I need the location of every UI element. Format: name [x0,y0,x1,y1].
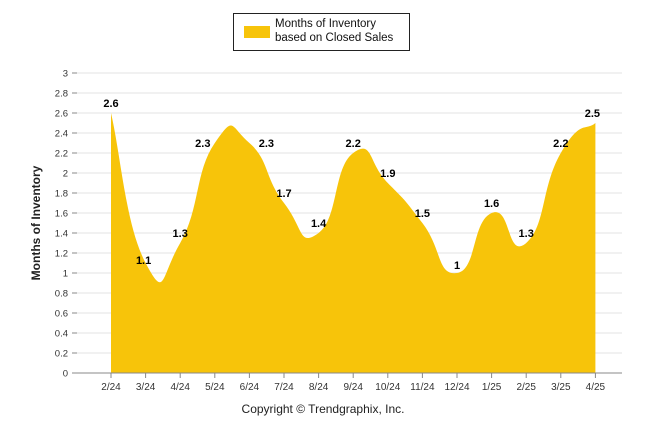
legend: Months of Inventory based on Closed Sale… [233,13,410,51]
data-labels: 2.6 1.1 1.3 2.3 2.3 1.7 1.4 2.2 1.9 1.5 1 1.6 1.3 2.2… [103,98,600,272]
data-label: 1.5 [415,208,430,220]
data-label: 1.6 [484,198,499,210]
data-label: 2.2 [553,138,568,150]
axes: 0 0.2 0.4 0.6 0.8 1 1.2 1.4 1.6 1.8 2 2.2 2.4 2.6 2.8 3… [55,69,622,393]
area-series [111,113,596,373]
x-tick-label: 4/24 [170,382,190,393]
copyright-text: Copyright © Trendgraphix, Inc. [241,402,405,416]
x-tick-label: 2/25 [516,382,536,393]
x-tick-label: 6/24 [240,382,260,393]
x-tick-label: 3/24 [136,382,156,393]
y-tick-label: 0.8 [55,289,68,300]
data-label: 2.3 [195,138,210,150]
y-tick-label: 2.6 [55,109,68,120]
y-tick-label: 1 [63,269,68,280]
y-tick-label: 0.2 [55,349,68,360]
data-label: 1.3 [519,228,534,240]
y-tick-label: 0.6 [55,309,68,320]
y-tick-label: 0.4 [55,329,68,340]
y-tick-label: 1.2 [55,249,68,260]
x-tick-label: 10/24 [375,382,400,393]
y-tick-label: 0 [63,369,68,380]
x-tick-label: 5/24 [205,382,225,393]
data-label: 2.6 [103,98,118,110]
y-tick-label: 3 [63,69,68,80]
data-label: 1 [454,260,460,272]
y-tick-label: 2.4 [55,129,68,140]
x-tick-label: 2/24 [101,382,121,393]
data-label: 2.5 [585,108,600,120]
data-label: 1.1 [136,255,151,267]
x-tick-label: 12/24 [444,382,469,393]
series-area [111,113,596,373]
y-tick-label: 2.8 [55,89,68,100]
x-tick-label: 8/24 [309,382,329,393]
data-label: 1.4 [311,218,327,230]
y-tick-label: 2.2 [55,149,68,160]
y-axis-label: Months of Inventory [29,165,43,280]
y-tick-label: 2 [63,169,68,180]
x-tick-label: 3/25 [551,382,571,393]
x-tick-label: 7/24 [274,382,294,393]
data-label: 1.7 [276,188,291,200]
y-tick-label: 1.4 [55,229,68,240]
y-tick-label: 1.8 [55,189,68,200]
data-label: 1.3 [173,228,188,240]
x-tick-label: 9/24 [343,382,363,393]
y-tick-label: 1.6 [55,209,68,220]
x-tick-label: 11/24 [410,382,435,393]
x-tick-label: 4/25 [586,382,606,393]
x-tick-label: 1/25 [482,382,502,393]
data-label: 2.3 [259,138,274,150]
legend-label: Months of Inventory based on Closed Sale… [275,18,394,44]
legend-swatch [244,26,270,38]
data-label: 1.9 [380,168,395,180]
data-label: 2.2 [346,138,361,150]
